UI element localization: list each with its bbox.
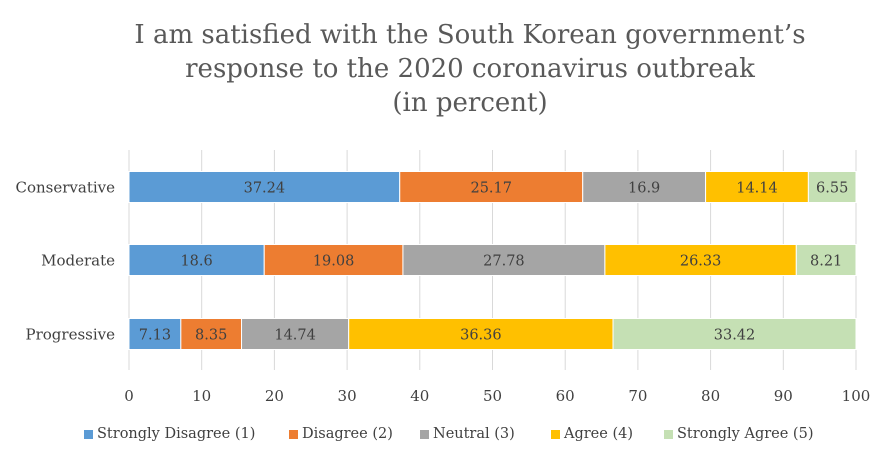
x-tick-label-10: 100	[842, 387, 871, 405]
x-tick-label-1: 10	[192, 387, 211, 405]
legend-item-1: Disagree (2)	[289, 426, 393, 442]
bar-1-4	[795, 244, 857, 276]
bar-2-2	[241, 318, 350, 350]
chart-plot: 37.24 25.17 16.9 14.14 6.55 18.6 19.08 27.78 26.…	[15, 150, 870, 405]
bar-1-3	[604, 244, 797, 276]
legend-label-2: Neutral (3)	[433, 426, 515, 442]
category-label-0: Conservative	[15, 179, 115, 197]
bar-1-0	[128, 244, 265, 276]
legend-item-2: Neutral (3)	[420, 426, 515, 442]
bar-0-2	[582, 171, 707, 203]
legend-item-4: Strongly Agree (5)	[664, 426, 813, 442]
x-tick-label-9: 90	[774, 387, 793, 405]
x-tick-label-0: 0	[124, 387, 134, 405]
data-label-0-0: 37.24	[244, 181, 286, 197]
x-tick-labels: 0 10 20 30 40 50 60 70 80 90 100	[124, 387, 870, 405]
bars	[128, 171, 857, 350]
legend-swatch-2	[420, 429, 429, 439]
legend: Strongly Disagree (1) Disagree (2) Neutral…	[0, 426, 890, 448]
chart-title-line-2: response to the 2020 coronavirus outbrea…	[185, 54, 755, 84]
legend-label-1: Disagree (2)	[302, 426, 393, 442]
x-tick-label-3: 30	[338, 387, 357, 405]
category-label-2: Progressive	[26, 326, 116, 344]
data-label-0-1: 25.17	[470, 181, 512, 197]
x-tick-label-4: 40	[410, 387, 429, 405]
bar-1-2	[402, 244, 606, 276]
legend-label-3: Agree (4)	[564, 426, 633, 442]
legend-swatch-4	[664, 429, 673, 439]
legend-swatch-1	[289, 429, 298, 439]
x-tick-label-8: 80	[701, 387, 720, 405]
bar-2-3	[348, 318, 614, 350]
data-label-1-3: 26.33	[680, 254, 722, 270]
legend-item-0: Strongly Disagree (1)	[84, 426, 255, 442]
data-label-2-3: 36.36	[460, 328, 502, 344]
chart-title-line-3: (in percent)	[392, 88, 548, 118]
legend-label-4: Strongly Agree (5)	[677, 426, 814, 442]
data-label-1-1: 19.08	[313, 254, 355, 270]
data-label-0-3: 14.14	[736, 181, 778, 197]
data-label-2-2: 14.74	[274, 328, 316, 344]
legend-label-0: Strongly Disagree (1)	[97, 426, 256, 442]
data-label-2-4: 33.42	[714, 328, 756, 344]
bar-2-4	[612, 318, 857, 350]
bar-2-0	[128, 318, 182, 350]
legend-swatch-3	[551, 429, 560, 439]
data-label-1-0: 18.6	[180, 254, 212, 270]
data-labels: 37.24 25.17 16.9 14.14 6.55 18.6 19.08 27.78 26.…	[139, 181, 849, 344]
bar-0-0	[128, 171, 401, 203]
data-label-2-1: 8.35	[195, 328, 227, 344]
category-labels: Conservative Moderate Progressive	[15, 179, 115, 344]
data-label-1-2: 27.78	[483, 254, 525, 270]
x-tick-label-6: 60	[556, 387, 575, 405]
bar-0-1	[399, 171, 584, 203]
x-tick-label-5: 50	[483, 387, 502, 405]
x-tick-label-2: 20	[265, 387, 284, 405]
bar-0-4	[807, 171, 857, 203]
chart-title: I am satisfied with the South Korean gov…	[0, 18, 890, 120]
x-tick-label-7: 70	[628, 387, 647, 405]
category-label-1: Moderate	[41, 252, 115, 270]
data-label-0-4: 6.55	[816, 181, 848, 197]
legend-item-3: Agree (4)	[551, 426, 633, 442]
data-label-0-2: 16.9	[628, 181, 660, 197]
legend-swatch-0	[84, 429, 93, 439]
data-label-2-0: 7.13	[139, 328, 171, 344]
data-label-1-4: 8.21	[810, 254, 842, 270]
chart-title-line-1: I am satisfied with the South Korean gov…	[134, 20, 806, 50]
